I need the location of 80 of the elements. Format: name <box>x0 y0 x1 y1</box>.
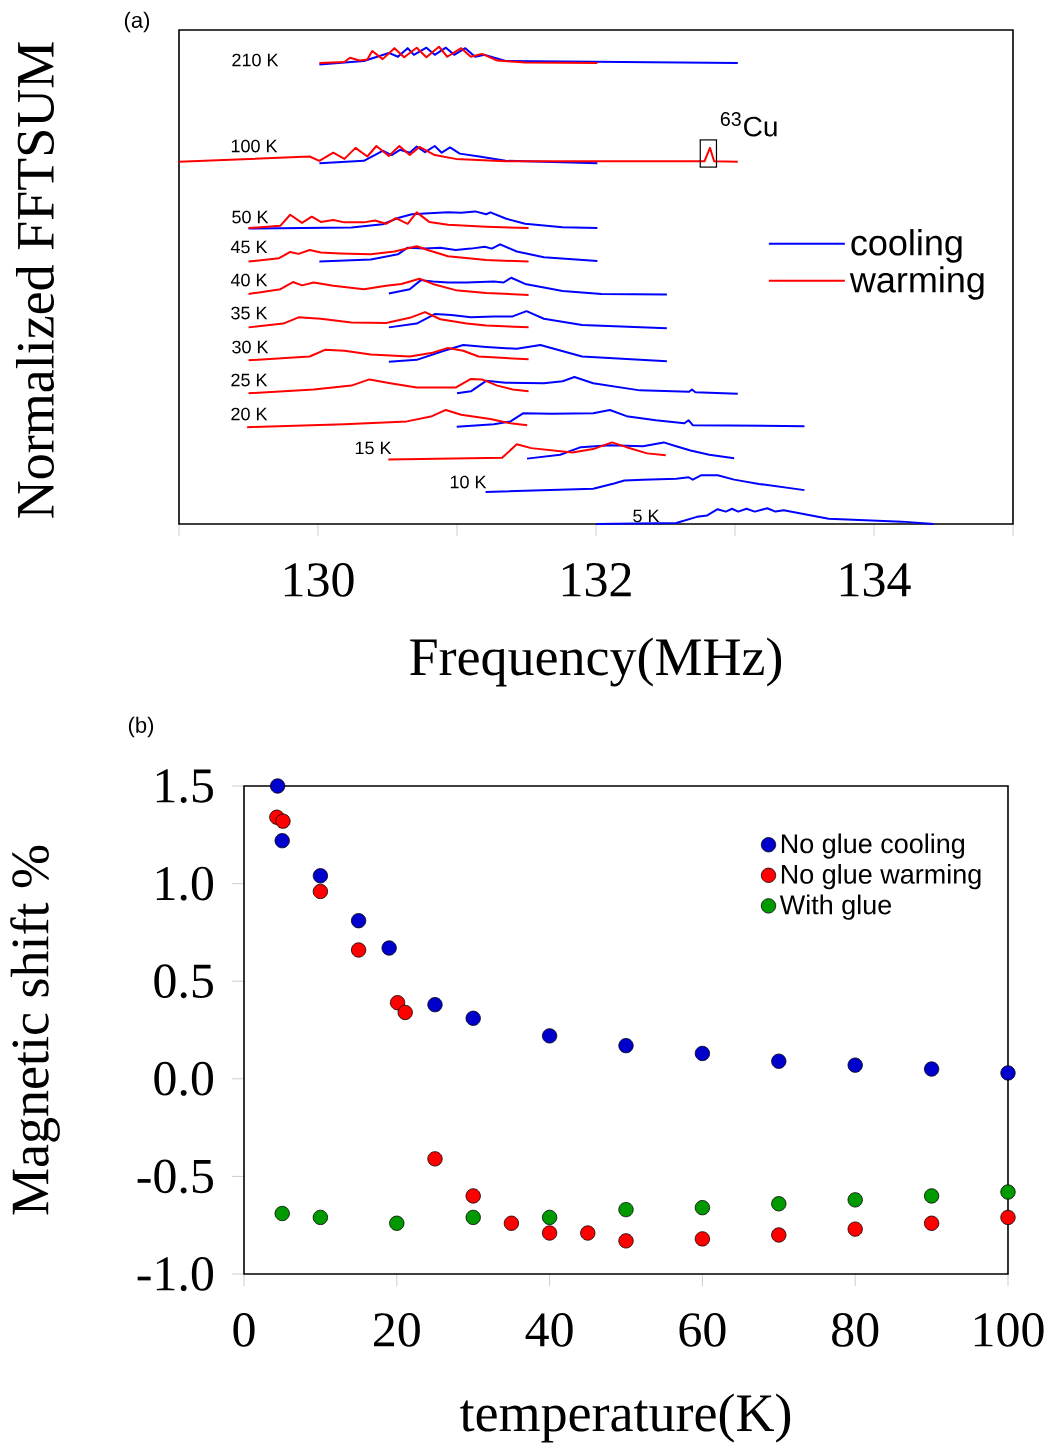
annotation: 35 K <box>231 306 268 320</box>
point <box>618 1233 634 1249</box>
x-tick-label: 20 <box>373 1313 420 1347</box>
x-tick-label: 132 <box>562 563 631 597</box>
point <box>771 1196 787 1212</box>
y-tick-label: 1.5 <box>156 769 213 803</box>
legend-label: No glue cooling <box>781 833 965 859</box>
annotation: 100 K <box>231 139 278 153</box>
y-tick-label: 0.5 <box>154 964 213 999</box>
x-tick-label: 100 <box>974 1313 1044 1347</box>
point <box>923 1215 940 1231</box>
point <box>923 1188 940 1204</box>
point <box>274 833 290 849</box>
point <box>275 813 291 829</box>
point <box>1000 1065 1016 1081</box>
point <box>381 940 397 956</box>
y-tick-label: -0.5 <box>137 1159 213 1194</box>
point <box>427 1151 443 1167</box>
annotation: 10 K <box>450 475 487 489</box>
annotation: 40 K <box>230 273 268 287</box>
point <box>270 778 286 794</box>
point <box>389 995 406 1011</box>
y-axis-title: Magnetic shift % <box>10 845 60 1215</box>
point <box>503 1215 519 1231</box>
annotation: 15 K <box>355 441 392 455</box>
x-tick-label: 130 <box>284 563 354 597</box>
y-tick-label: -1.0 <box>137 1257 214 1292</box>
chart-title: (a) <box>124 11 150 33</box>
point <box>274 1205 290 1222</box>
point <box>1000 1184 1016 1200</box>
point <box>312 868 328 884</box>
x-tick-label: 80 <box>832 1313 879 1347</box>
annotation: 45 K <box>230 240 268 254</box>
point <box>618 1202 634 1218</box>
point <box>465 1209 481 1226</box>
x-tick-label: 134 <box>840 563 911 597</box>
point <box>541 1225 558 1241</box>
point <box>541 1028 558 1044</box>
x-tick-label: 40 <box>525 1313 573 1347</box>
annotation: $^{63}$Cu <box>720 112 777 137</box>
y-tick-label: 0.0 <box>154 1061 214 1096</box>
point <box>771 1053 787 1069</box>
point <box>541 1209 558 1226</box>
point <box>465 1188 481 1204</box>
point <box>351 913 367 929</box>
point <box>397 1004 413 1021</box>
annotation: 20 K <box>231 407 268 421</box>
point <box>312 883 328 900</box>
point <box>847 1192 863 1208</box>
point <box>847 1221 863 1237</box>
point <box>312 1209 328 1226</box>
x-tick-label: 0 <box>233 1313 255 1347</box>
point <box>847 1057 863 1073</box>
annotation: 25 K <box>231 373 268 387</box>
point <box>580 1225 596 1241</box>
y-tick-label: 1.0 <box>156 866 214 901</box>
legend-label: warming <box>849 266 984 300</box>
legend-label: No glue warming <box>781 864 981 890</box>
x-tick-label: 60 <box>679 1313 726 1347</box>
annotation: 50 K <box>232 210 269 224</box>
point <box>351 942 367 958</box>
legend-label: With glue <box>779 894 892 920</box>
y-axis-title: Normalized FFTSUM <box>15 42 54 518</box>
point <box>694 1045 710 1062</box>
point <box>694 1200 710 1216</box>
point <box>389 1215 405 1231</box>
point <box>694 1231 710 1247</box>
point <box>1000 1209 1016 1226</box>
point <box>618 1038 634 1054</box>
annotation: 210 K <box>232 53 279 67</box>
point <box>465 1010 481 1026</box>
point <box>427 997 443 1013</box>
point <box>771 1227 787 1243</box>
legend-label: cooling <box>851 229 962 263</box>
annotation: 30 K <box>232 340 269 354</box>
x-axis-title: Frequency(MHz) <box>410 637 782 687</box>
x-axis-title: temperature(K) <box>460 1393 791 1443</box>
point <box>923 1061 940 1077</box>
chart-title: (b) <box>128 716 154 738</box>
annotation: 5 K <box>633 509 660 523</box>
